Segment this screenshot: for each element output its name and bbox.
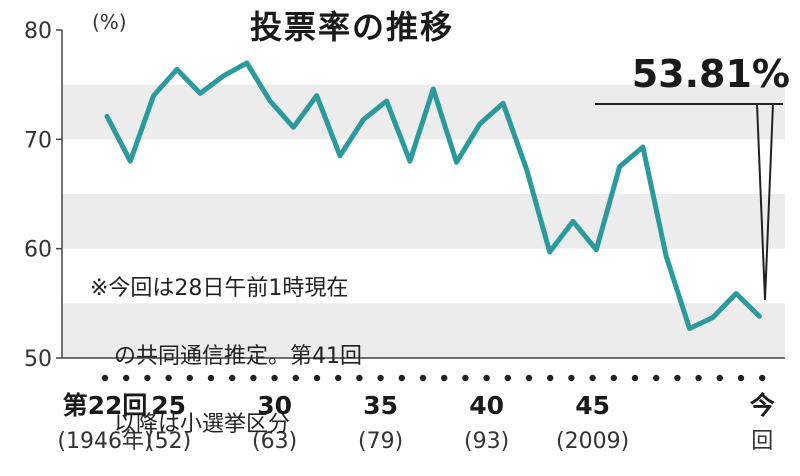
y-tick-label: 60 [24,238,52,263]
x-dot [526,375,532,381]
x-dot [611,375,617,381]
x-dot [547,375,553,381]
x-dot [462,375,468,381]
x-label: 45 [575,391,610,420]
x-label: 今 [750,391,775,420]
x-sublabel: 回 [751,429,773,454]
x-dot [505,375,511,381]
x-label: 40 [469,391,504,420]
footnote-line-1: ※今回は28日午前1時現在 [90,272,362,306]
x-dot [589,375,595,381]
chart-title: 投票率の推移 [250,2,454,48]
y-tick-label: 70 [24,128,52,153]
x-dot [377,375,383,381]
x-sublabel: (93) [464,429,509,454]
x-dot [483,375,489,381]
x-dot [420,375,426,381]
x-dot [695,375,701,381]
latest-value-callout: 53.81% [632,52,790,96]
x-dot [568,375,574,381]
x-dot [738,375,744,381]
y-tick-label: 80 [24,19,52,44]
x-dot [759,375,765,381]
y-axis-unit: (%) [92,10,127,34]
y-tick-label: 50 [24,347,52,372]
x-dot [653,375,659,381]
x-sublabel: (79) [358,429,403,454]
x-dot [717,375,723,381]
footnote: ※今回は28日午前1時現在 の共同通信推定。第41回 以降は小選挙区分 [90,238,362,476]
x-dot [399,375,405,381]
x-label: 35 [363,391,398,420]
x-dot [632,375,638,381]
footnote-line-2: の共同通信推定。第41回 [90,340,362,374]
x-dot [441,375,447,381]
footnote-line-3: 以降は小選挙区分 [90,408,362,442]
x-dot [674,375,680,381]
x-sublabel: (2009) [556,429,629,454]
